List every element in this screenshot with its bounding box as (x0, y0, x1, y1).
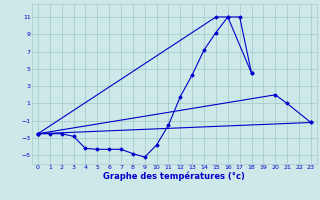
X-axis label: Graphe des températures (°c): Graphe des températures (°c) (103, 172, 245, 181)
